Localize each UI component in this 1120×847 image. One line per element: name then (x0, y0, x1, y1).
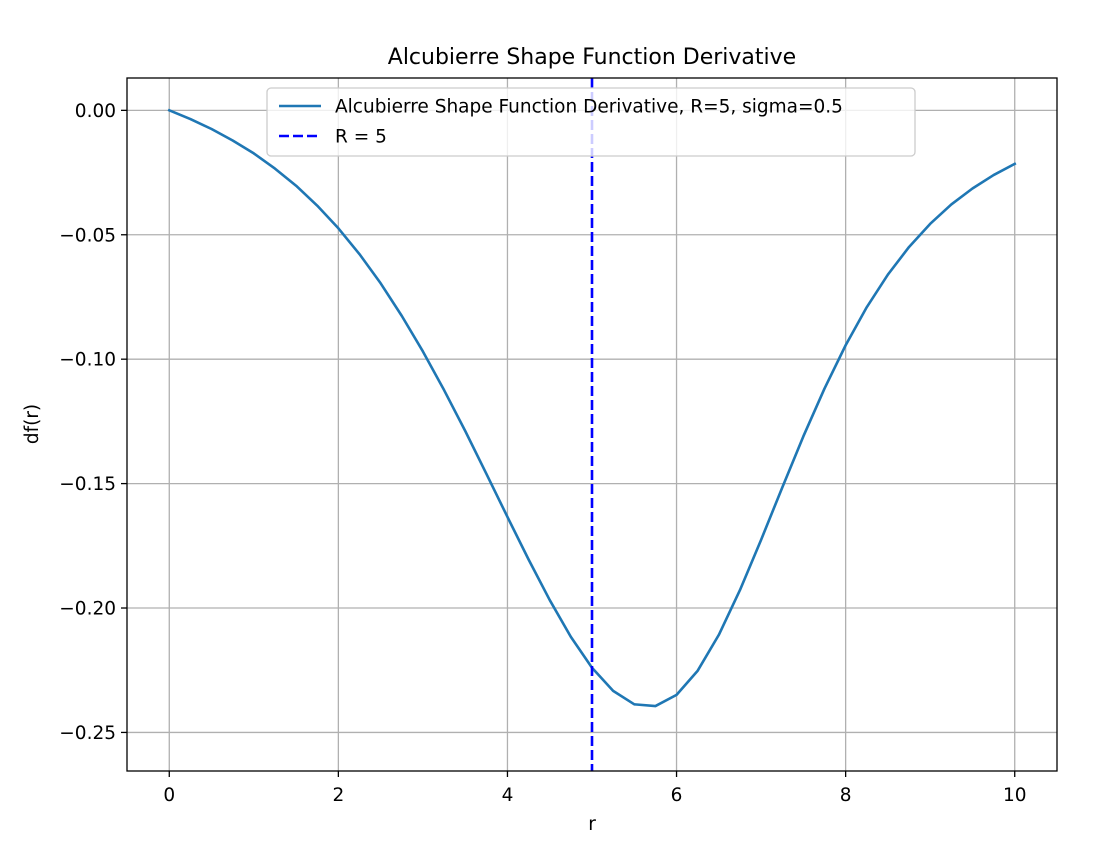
x-tick-label: 8 (840, 785, 852, 806)
y-tick-label: −0.20 (59, 599, 116, 620)
plot-area (167, 78, 1017, 771)
legend-label-derivative: Alcubierre Shape Function Derivative, R=… (335, 97, 843, 118)
y-tick-label: −0.10 (59, 350, 116, 371)
x-axis-label: r (588, 814, 596, 835)
legend: Alcubierre Shape Function Derivative, R=… (266, 87, 916, 157)
y-tick-label: −0.05 (59, 225, 116, 246)
legend-box (266, 87, 916, 157)
x-tick-label: 0 (163, 785, 175, 806)
x-tick-label: 10 (1003, 785, 1027, 806)
x-tick-label: 6 (671, 785, 683, 806)
axes-frame (126, 77, 1058, 772)
grid (127, 78, 1057, 771)
ticks: 0 2 4 6 8 10 0.00 −0.05 −0.10 −0.15 −0.20 −0.25 (59, 101, 1026, 806)
x-tick-label: 2 (332, 785, 344, 806)
y-axis-label: df(r) (22, 404, 43, 444)
x-tick-label: 4 (502, 785, 514, 806)
y-tick-label: −0.15 (59, 474, 116, 495)
y-tick-label: −0.25 (59, 723, 116, 744)
y-tick-label: 0.00 (75, 101, 116, 122)
chart-title: Alcubierre Shape Function Derivative (388, 45, 796, 70)
legend-label-r5: R = 5 (335, 127, 387, 148)
